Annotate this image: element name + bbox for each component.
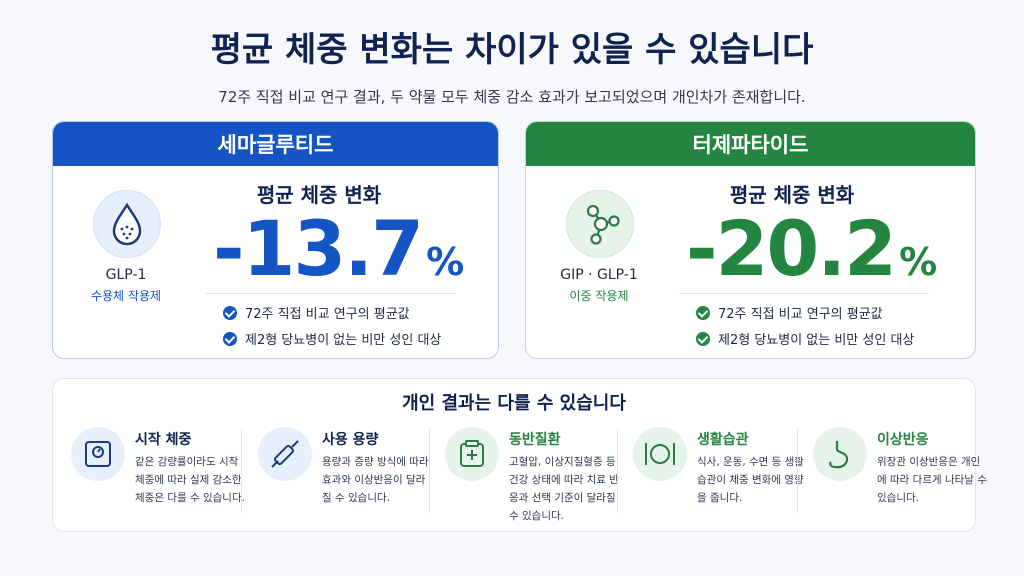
metric-label: 평균 체중 변화 xyxy=(256,183,382,207)
note: 72주 직접 비교 연구의 평균값 xyxy=(223,303,410,322)
factor-title: 시작 체중 xyxy=(135,432,192,448)
card-header: 세마글루티드 xyxy=(53,122,498,166)
check-icon xyxy=(223,331,237,346)
icon-sub: 수용체 작용제 xyxy=(90,289,162,303)
icon-graphic xyxy=(271,440,299,468)
icon-label: GLP-1 xyxy=(105,267,147,283)
page-subtitle: 72주 직접 비교 연구 결과, 두 약물 모두 체중 감소 효과가 보고되었으… xyxy=(218,88,806,106)
check-icon xyxy=(223,305,237,320)
note: 제2형 당뇨병이 없는 비만 성인 대상 xyxy=(223,329,441,348)
panel-title: 개인 결과는 다를 수 있습니다 xyxy=(402,393,626,414)
divider xyxy=(679,293,929,294)
factor-title: 동반질환 xyxy=(509,432,561,448)
factor-title: 생활습관 xyxy=(697,432,749,448)
drug-card: 세마글루티드 GLP-1 수용체 작용제 평균 체중 변화 -13.7% 72주… xyxy=(52,121,499,359)
page-title: 평균 체중 변화는 차이가 있을 수 있습니다 xyxy=(210,30,814,70)
molecule-icon xyxy=(586,204,620,245)
drug-icon xyxy=(566,190,634,258)
note-text: 72주 직접 비교 연구의 평균값 xyxy=(718,307,883,322)
factor-icon xyxy=(813,427,867,481)
divider xyxy=(206,293,456,294)
metric-label: 평균 체중 변화 xyxy=(729,183,855,207)
icon-graphic xyxy=(829,441,849,469)
drug-icon xyxy=(93,190,161,258)
value-number: -13.7 xyxy=(213,204,424,293)
factor-icon xyxy=(71,427,125,481)
value-number: -20.2 xyxy=(686,204,897,293)
factor-text: 같은 감량률이라도 시작 체중에 따라 실제 감소한 체중은 다를 수 있습니다… xyxy=(135,456,245,504)
factor-text: 식사, 운동, 수면 등 생활습관이 체중 변화에 영향을 줍니다. xyxy=(697,456,804,504)
value-unit: % xyxy=(426,240,465,284)
factor-icon xyxy=(633,427,687,481)
separator xyxy=(429,429,430,513)
factor-icon xyxy=(258,427,312,481)
factor-text: 고혈압, 이상지질혈증 등 건강 상태에 따라 치료 반응과 선택 기준이 달라… xyxy=(509,456,619,522)
factor-title: 사용 용량 xyxy=(322,432,379,448)
value-unit: % xyxy=(899,240,938,284)
factor-icon xyxy=(445,427,499,481)
separator xyxy=(797,429,798,513)
icon-sub: 이중 작용제 xyxy=(569,289,629,303)
check-icon xyxy=(696,305,710,320)
factor-title: 이상반응 xyxy=(877,432,929,448)
note: 72주 직접 비교 연구의 평균값 xyxy=(696,303,883,322)
icon-graphic xyxy=(460,440,484,467)
card-header: 터제파타이드 xyxy=(526,122,975,166)
icon-label: GIP · GLP-1 xyxy=(560,267,638,283)
separator xyxy=(617,429,618,513)
factor-text: 위장관 이상반응은 개인에 따라 다르게 나타날 수 있습니다. xyxy=(877,456,987,504)
note-text: 제2형 당뇨병이 없는 비만 성인 대상 xyxy=(245,333,442,348)
metric-value: -20.2% xyxy=(686,204,937,293)
note-text: 제2형 당뇨병이 없는 비만 성인 대상 xyxy=(718,333,915,348)
drug-card: 터제파타이드 GIP · GLP-1 이중 작용제 평균 체중 변화 -20.2… xyxy=(525,121,976,359)
check-icon xyxy=(696,331,710,346)
icon-graphic xyxy=(645,443,675,465)
note-text: 72주 직접 비교 연구의 평균값 xyxy=(245,307,410,322)
separator xyxy=(241,429,242,513)
note: 제2형 당뇨병이 없는 비만 성인 대상 xyxy=(696,329,914,348)
drop-icon xyxy=(112,202,142,246)
factor-text: 용량과 증량 방식에 따라 효과와 이상반응이 달라질 수 있습니다. xyxy=(322,456,429,504)
metric-value: -13.7% xyxy=(213,204,464,293)
icon-graphic xyxy=(85,441,111,467)
